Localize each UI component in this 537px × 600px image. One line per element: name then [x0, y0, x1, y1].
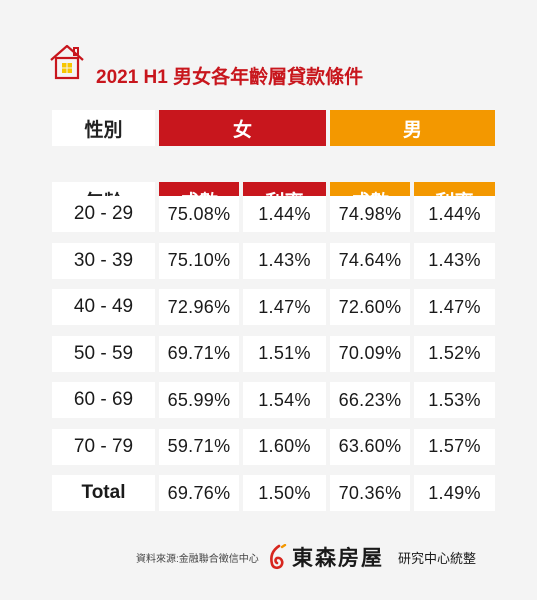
age-cell: 40 - 49: [52, 289, 155, 325]
female-rate-cell: 1.54%: [243, 382, 326, 418]
age-cell: Total: [52, 475, 155, 511]
female-ratio-cell: 69.71%: [159, 335, 239, 372]
male-rate-cell: 1.52%: [414, 335, 495, 372]
male-rate-cell: 1.49%: [414, 475, 495, 511]
male-ratio-cell: 66.23%: [330, 382, 410, 418]
age-cell: 70 - 79: [52, 428, 155, 465]
female-ratio-cell: 75.10%: [159, 242, 239, 279]
brand-subtitle: 研究中心統整: [398, 551, 477, 566]
female-ratio-cell: 59.71%: [159, 428, 239, 465]
house-icon: [50, 44, 84, 80]
gender-header-label: 性別: [52, 110, 155, 146]
row-gap: [52, 146, 495, 150]
age-cell: 50 - 59: [52, 335, 155, 372]
page-title: 2021 H1 男女各年齡層貸款條件: [96, 67, 364, 88]
male-rate-cell: 1.47%: [414, 289, 495, 325]
female-ratio-cell: 69.76%: [159, 475, 239, 511]
male-rate-cell: 1.44%: [414, 196, 495, 232]
female-rate-cell: 1.51%: [243, 335, 326, 372]
male-header: 男: [330, 110, 495, 146]
age-cell: 60 - 69: [52, 382, 155, 418]
brand-name: 東森房屋: [292, 545, 384, 570]
male-ratio-cell: 74.64%: [330, 242, 410, 279]
female-ratio-cell: 75.08%: [159, 196, 239, 232]
male-ratio-cell: 74.98%: [330, 196, 410, 232]
female-rate-cell: 1.50%: [243, 475, 326, 511]
male-rate-cell: 1.43%: [414, 242, 495, 279]
female-rate-cell: 1.43%: [243, 242, 326, 279]
male-ratio-cell: 63.60%: [330, 428, 410, 465]
age-cell: 20 - 29: [52, 196, 155, 232]
male-ratio-cell: 70.09%: [330, 335, 410, 372]
male-rate-cell: 1.53%: [414, 382, 495, 418]
female-header: 女: [159, 110, 326, 146]
loan-data-rows: 20 - 29 75.08% 1.44% 74.98% 1.44% 30 - 39 75.1…: [52, 196, 495, 511]
male-rate-cell: 1.57%: [414, 428, 495, 465]
female-rate-cell: 1.60%: [243, 428, 326, 465]
page-header: 2021 H1 男女各年齡層貸款條件: [48, 42, 508, 92]
male-ratio-cell: 70.36%: [330, 475, 410, 511]
source-note: 資料來源:金融聯合徵信中心: [136, 554, 259, 565]
age-cell: 30 - 39: [52, 242, 155, 279]
female-ratio-cell: 65.99%: [159, 382, 239, 418]
ettoday-logo-mark: [270, 544, 287, 570]
male-ratio-cell: 72.60%: [330, 289, 410, 325]
female-rate-cell: 1.47%: [243, 289, 326, 325]
female-rate-cell: 1.44%: [243, 196, 326, 232]
footer: 資料來源:金融聯合徵信中心 東森房屋 研究中心統整: [136, 540, 516, 576]
female-ratio-cell: 72.96%: [159, 289, 239, 325]
